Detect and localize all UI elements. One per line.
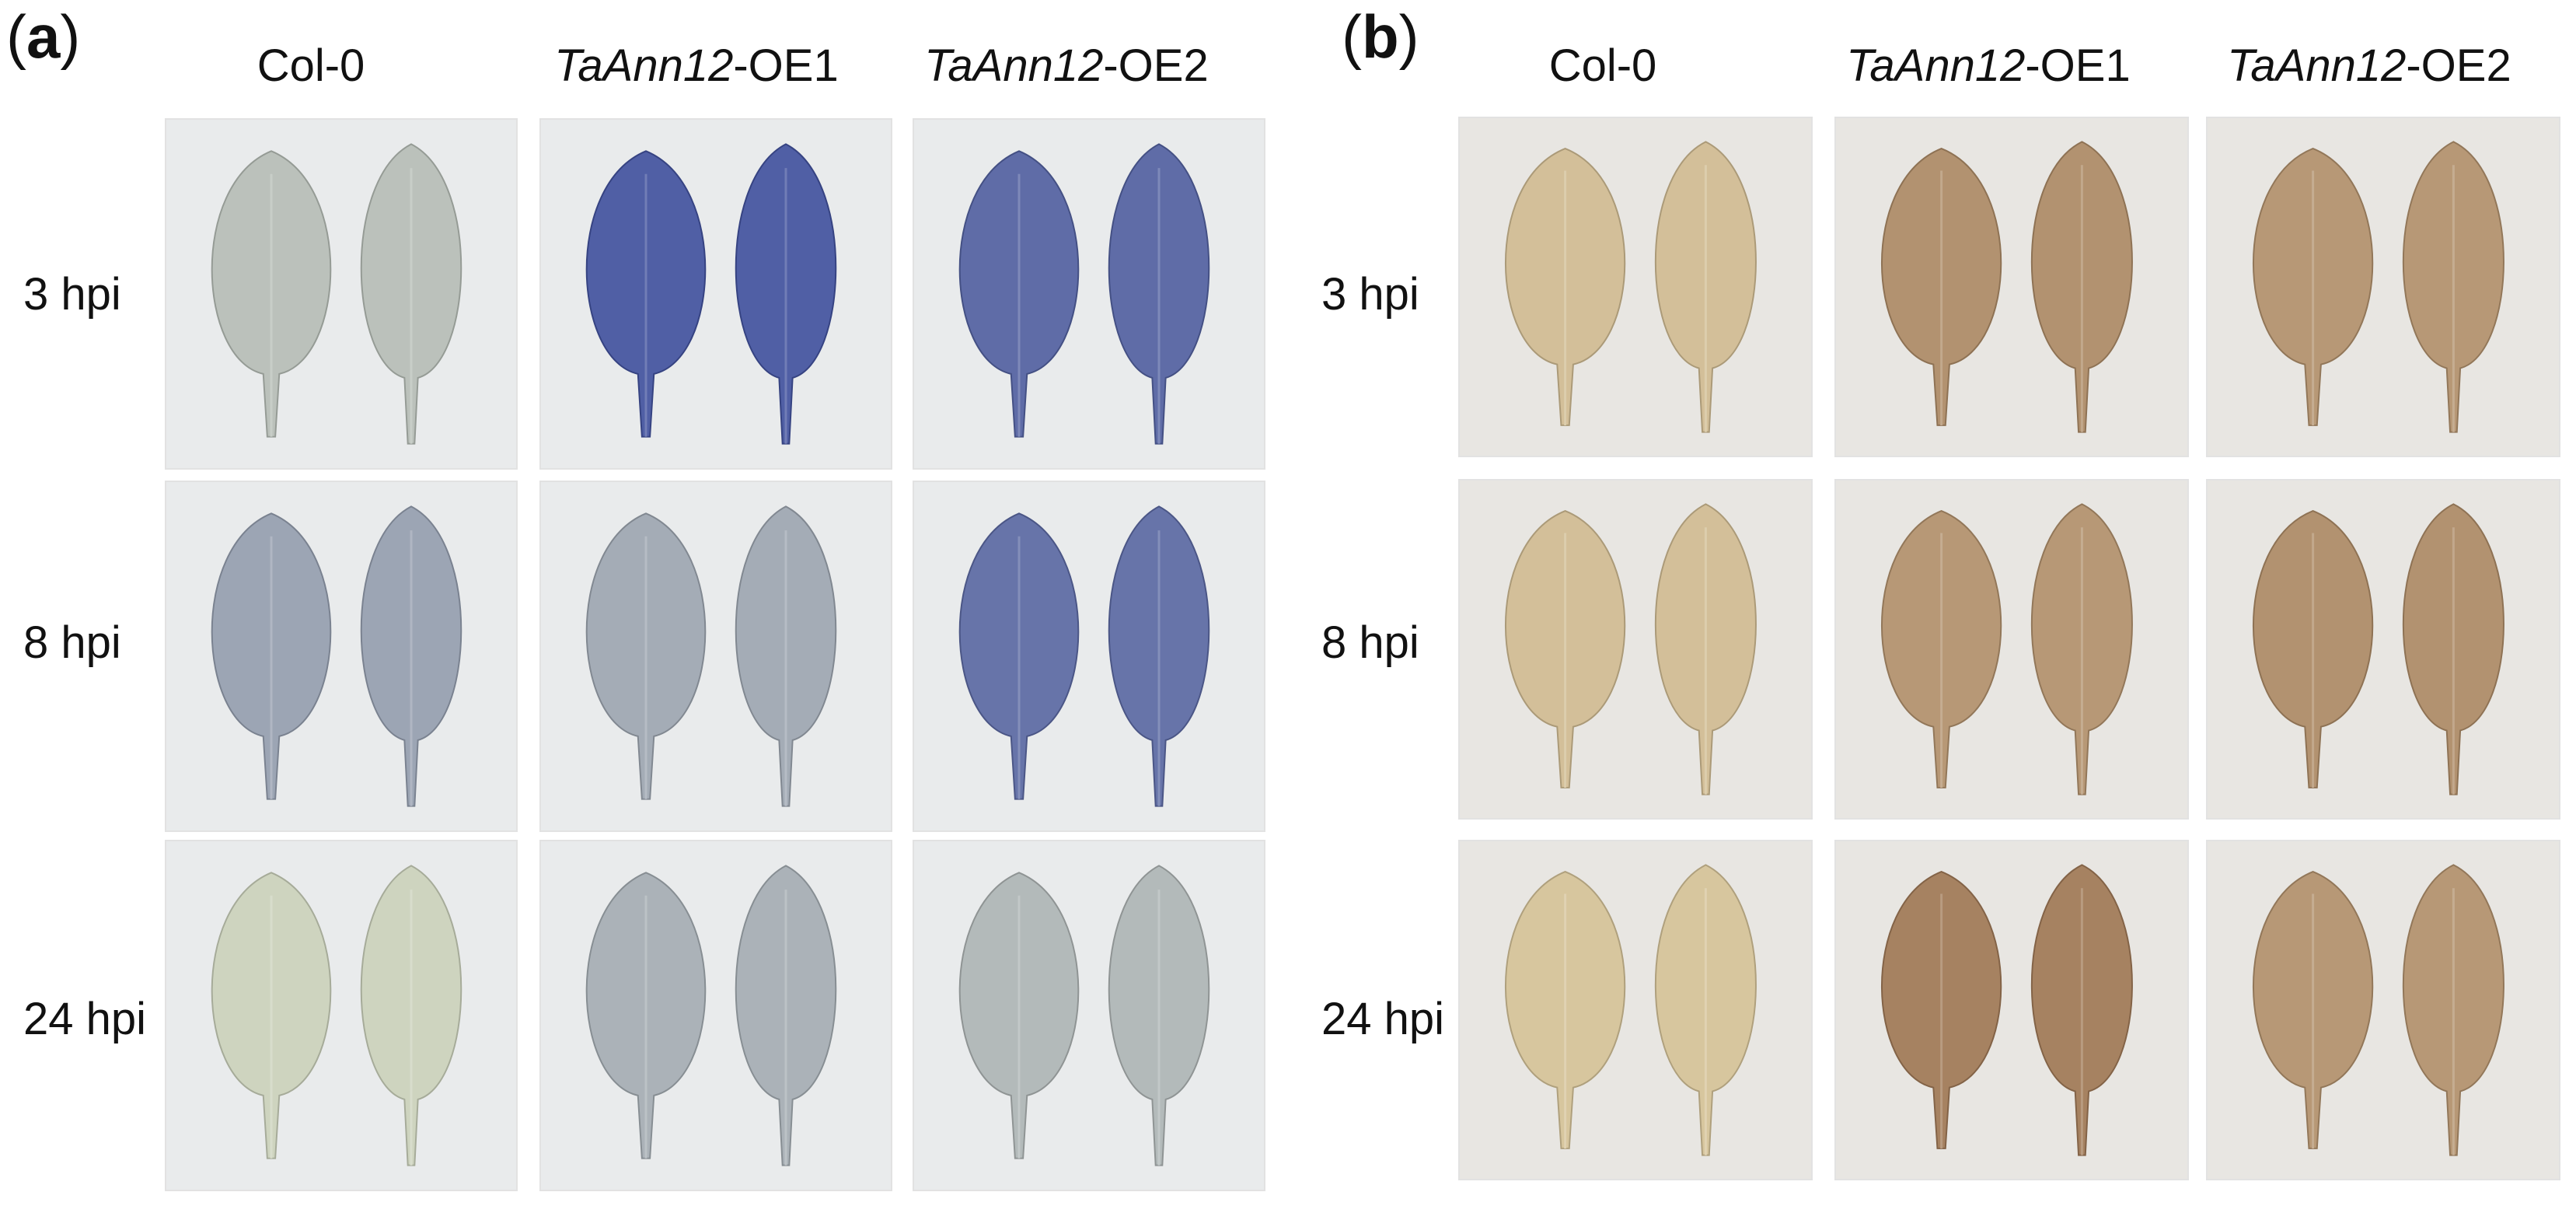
panel-b-col-label-col0: Col-0: [1548, 40, 1657, 91]
panel-b-photo-r2-c3: [2206, 479, 2560, 820]
panel-b-photo-r3-c1: [1458, 840, 1813, 1180]
panel-a-col-label-col0: Col-0: [257, 40, 365, 91]
panel-a-label: (a): [6, 2, 81, 71]
panel-b-row-label-3hpi: 3 hpi: [1321, 269, 1419, 320]
panel-a-photo-r3-c3: [913, 840, 1265, 1191]
panel-a-col-label-oe2: TaAnn12-OE2: [924, 40, 1209, 91]
panel-b-row-label-24hpi: 24 hpi: [1321, 994, 1445, 1044]
panel-a-photo-r1-c1: [165, 118, 518, 470]
panel-b-label: (b): [1342, 2, 1419, 71]
panel-a-photo-r1-c2: [539, 118, 892, 470]
panel-a-row-label-3hpi: 3 hpi: [23, 269, 121, 320]
panel-a-photo-r1-c3: [913, 118, 1265, 470]
panel-b-photo-r1-c2: [1834, 117, 2189, 457]
panel-b-photo-r2-c1: [1458, 479, 1813, 820]
panel-b-photo-r2-c2: [1834, 479, 2189, 820]
panel-a-row-label-8hpi: 8 hpi: [23, 617, 121, 668]
panel-a-photo-r3-c1: [165, 840, 518, 1191]
panel-a-col-label-oe1: TaAnn12-OE1: [554, 40, 839, 91]
panel-b-col-label-oe1: TaAnn12-OE1: [1846, 40, 2131, 91]
panel-b-photo-r3-c3: [2206, 840, 2560, 1180]
panel-b-photo-r3-c2: [1834, 840, 2189, 1180]
panel-a-photo-r3-c2: [539, 840, 892, 1191]
panel-b-col-label-oe2: TaAnn12-OE2: [2227, 40, 2511, 91]
panel-b-photo-r1-c3: [2206, 117, 2560, 457]
panel-a-row-label-24hpi: 24 hpi: [23, 994, 147, 1044]
panel-a-photo-r2-c1: [165, 481, 518, 832]
panel-b-row-label-8hpi: 8 hpi: [1321, 617, 1419, 668]
panel-a-photo-r2-c2: [539, 481, 892, 832]
panel-b-photo-r1-c1: [1458, 117, 1813, 457]
panel-a-photo-r2-c3: [913, 481, 1265, 832]
